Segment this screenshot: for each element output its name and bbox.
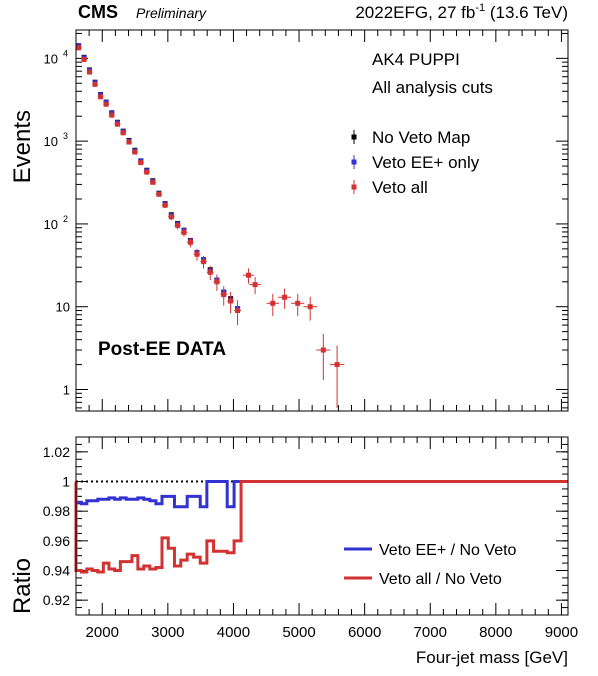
main-plot-frame (75, 29, 569, 412)
data-point (320, 347, 326, 353)
x-tick-label: 4000 (217, 624, 250, 641)
data-point (92, 81, 98, 87)
data-point (168, 214, 174, 220)
data-point (126, 139, 132, 145)
luminosity-prefix: 2022EFG, 27 fb (355, 3, 475, 22)
annotation-dataset: Post-EE DATA (98, 339, 226, 360)
legend-marker (351, 184, 357, 190)
data-point (214, 279, 220, 285)
main-ticks: 10 4 10 3 10 2 10 1 (44, 30, 568, 411)
y-tick-label-exponent: 3 (63, 131, 68, 141)
x-axis-label: Four-jet mass [GeV] (416, 648, 568, 667)
y-tick-label: 1 (63, 383, 70, 398)
main-panel: Events 10 4 10 3 10 2 10 1 AK4 PUPPI All analys… (9, 29, 569, 412)
y-tick-label: 0.92 (43, 592, 70, 608)
y-tick-label: 0.94 (43, 563, 70, 579)
y-tick-label-exponent: 4 (63, 48, 68, 58)
data-point (150, 179, 156, 185)
ratio-panel: Ratio 1.02 1 0.98 0.96 0.94 0.92 2000 3000 4000 5… (9, 436, 578, 667)
ratio-step-line (74, 480, 568, 509)
data-point (235, 308, 241, 314)
data-point (307, 304, 313, 310)
legend-label: Veto EE+ / No Veto (379, 542, 517, 559)
data-point (162, 202, 168, 208)
cms-label: CMS (78, 2, 118, 22)
x-tick-label: 6000 (348, 624, 381, 641)
y-tick-label: 1.02 (43, 444, 70, 460)
data-point (114, 121, 120, 127)
legend-marker (351, 159, 357, 165)
data-point (144, 169, 150, 175)
data-point (132, 149, 138, 155)
ratio-ticks: 1.02 1 0.98 0.96 0.94 0.92 2000 3000 4000 5000 600… (43, 436, 578, 641)
data-point (175, 222, 181, 228)
data-point (252, 282, 258, 288)
data-point (98, 94, 104, 100)
data-point (246, 272, 252, 278)
data-point (201, 259, 207, 265)
data-point (120, 130, 126, 136)
main-legend: No Veto Map Veto EE+ only Veto all (351, 128, 480, 197)
main-y-axis-label: Events (9, 110, 36, 183)
preliminary-label: Preliminary (136, 5, 207, 21)
annotation-algorithm: AK4 PUPPI (372, 50, 460, 69)
data-point (76, 45, 82, 51)
legend-label: Veto all (372, 178, 428, 197)
y-tick-label: 0.98 (43, 503, 70, 519)
data-point (81, 56, 87, 62)
y-tick-label: 10 (56, 300, 70, 315)
data-point (295, 300, 301, 306)
y-tick-label: 1 (62, 474, 70, 490)
data-point (207, 269, 213, 275)
legend-label: No Veto Map (372, 128, 470, 147)
x-tick-label: 8000 (479, 624, 512, 641)
ratio-lines (74, 480, 568, 574)
main-data-points (75, 43, 345, 408)
y-tick-label-exponent: 2 (63, 214, 68, 224)
annotation-cuts: All analysis cuts (372, 78, 493, 97)
data-point (103, 101, 109, 107)
data-point (181, 229, 187, 235)
x-tick-label: 7000 (414, 624, 447, 641)
luminosity-label: 2022EFG, 27 fb-1 (13.6 TeV) (355, 2, 568, 22)
y-tick-label: 0.96 (43, 533, 70, 549)
data-point (87, 69, 93, 75)
y-tick-label: 10 (44, 134, 58, 149)
data-point (282, 294, 288, 300)
data-point (270, 300, 276, 306)
y-tick-label: 10 (44, 51, 58, 66)
x-tick-label: 2000 (86, 624, 119, 641)
x-tick-label: 5000 (282, 624, 315, 641)
x-tick-label: 9000 (545, 624, 578, 641)
data-point (194, 251, 200, 257)
ratio-legend: Veto EE+ / No Veto Veto all / No Veto (344, 542, 517, 588)
energy-label: (13.6 TeV) (485, 3, 568, 22)
legend-marker (351, 134, 357, 140)
ratio-step-line (74, 480, 568, 574)
legend-label: Veto EE+ only (372, 153, 480, 172)
data-point (228, 298, 234, 304)
luminosity-exponent: -1 (475, 2, 485, 14)
data-point (109, 112, 115, 118)
legend-label: Veto all / No Veto (379, 571, 502, 588)
data-point (221, 292, 227, 298)
ratio-y-axis-label: Ratio (9, 558, 36, 614)
data-point (334, 362, 340, 368)
data-point (138, 160, 144, 166)
data-point (156, 191, 162, 197)
y-tick-label: 10 (44, 217, 58, 232)
data-point (187, 239, 193, 245)
ratio-plot-frame (75, 436, 569, 616)
x-tick-label: 3000 (151, 624, 184, 641)
